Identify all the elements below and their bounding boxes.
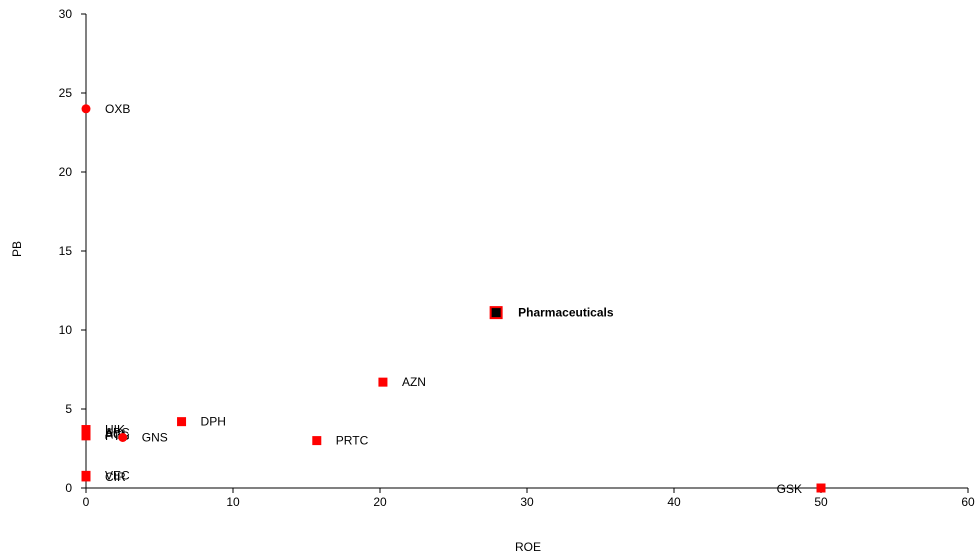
data-point-square <box>378 377 388 387</box>
data-point-label: GSK <box>777 482 802 496</box>
data-point-square <box>81 429 91 439</box>
y-tick-label: 20 <box>59 165 73 179</box>
data-point-square <box>177 417 187 427</box>
data-point-label: AZN <box>402 375 426 389</box>
y-tick-label: 5 <box>65 402 72 416</box>
x-tick-label: 10 <box>226 495 240 509</box>
tick-labels: 0 10 20 30 40 50 60 0 5 10 15 20 25 30 <box>59 7 975 509</box>
data-point-label: OXB <box>105 102 130 116</box>
data-point-circle <box>118 432 128 442</box>
data-point-highlight-inner <box>491 308 501 318</box>
x-tick-label: 40 <box>667 495 681 509</box>
x-axis-label: ROE <box>515 540 541 554</box>
data-point-label: HIK <box>105 423 125 437</box>
y-tick-label: 30 <box>59 7 73 21</box>
data-point-label: DPH <box>201 415 226 429</box>
x-tick-label: 30 <box>520 495 534 509</box>
x-tick-label: 0 <box>83 495 90 509</box>
x-tick-label: 60 <box>961 495 975 509</box>
data-point-label: GNS <box>142 430 168 444</box>
data-point-circle <box>81 104 91 114</box>
y-tick-label: 25 <box>59 86 73 100</box>
x-tick-label: 20 <box>373 495 387 509</box>
data-point-label: PRTC <box>336 434 369 448</box>
y-tick-label: 10 <box>59 323 73 337</box>
data-point-square <box>81 472 91 482</box>
data-point-square <box>816 483 826 493</box>
y-tick-label: 0 <box>65 481 72 495</box>
y-tick-label: 15 <box>59 244 73 258</box>
data-point-square <box>312 436 322 446</box>
data-point-label: VEC <box>105 468 130 482</box>
data-point-label: CIR <box>105 470 126 484</box>
data-point-label: Pharmaceuticals <box>518 306 614 320</box>
x-tick-label: 50 <box>814 495 828 509</box>
y-axis-label: PB <box>10 241 24 257</box>
